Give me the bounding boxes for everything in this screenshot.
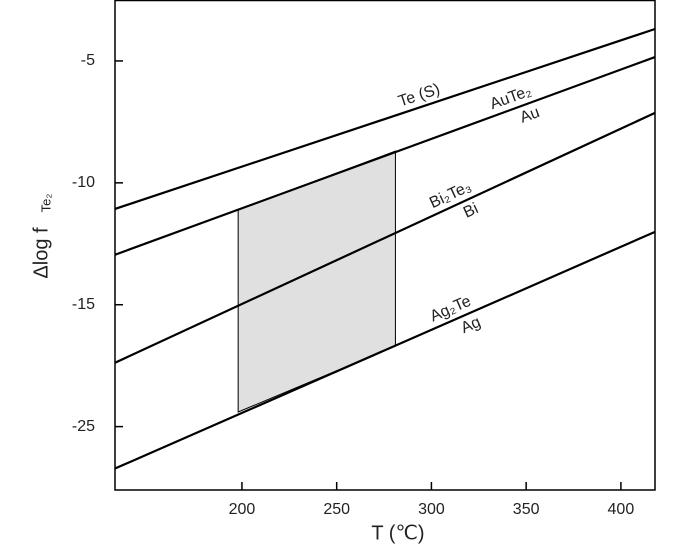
series-label-lower: Ag [459,314,484,337]
series-label: Te (S) [396,81,442,111]
x-tick-label: 250 [323,501,350,518]
x-axis-label: T (℃) [371,522,424,544]
series-label-lower: Au [518,104,542,127]
plot-frame [114,0,656,491]
y-axis-label-subscript: Te₂ [38,194,53,213]
series-line [114,56,656,256]
series-line [114,27,656,210]
x-tick-label: 300 [418,501,445,518]
series-line [114,111,656,364]
series-line [114,230,656,470]
shaded-region [237,150,396,413]
y-axis-label-group: Δlog f Te₂ [30,194,53,279]
y-tick-label: -5 [81,52,95,69]
x-tick-label: 200 [229,501,256,518]
x-tick-label: 350 [513,501,540,518]
series-label-group: Te (S) [396,81,442,111]
x-tick-label: 400 [608,501,635,518]
series-label-lower: Bi [461,200,481,221]
y-tick-label: -15 [72,296,95,313]
y-tick-label: -25 [72,418,95,435]
y-tick-label: -10 [72,174,95,191]
y-axis-label: Δlog f [30,227,52,279]
